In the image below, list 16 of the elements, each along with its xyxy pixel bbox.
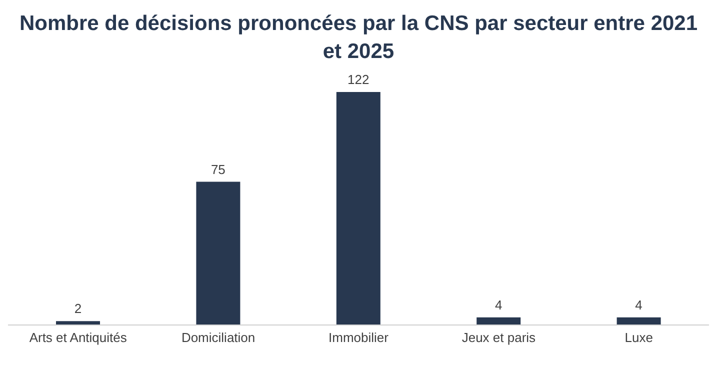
bar: [56, 321, 100, 325]
data-label: 2: [74, 301, 82, 316]
data-label: 122: [348, 72, 370, 87]
data-label: 75: [210, 162, 226, 177]
bar: [476, 317, 521, 325]
data-label: 4: [635, 297, 642, 312]
x-tick-label: Jeux et paris: [462, 330, 536, 346]
bar: [336, 92, 380, 325]
bar: [196, 182, 240, 325]
x-tick-label: Immobilier: [328, 330, 390, 346]
x-tick-label: Luxe: [624, 330, 653, 346]
x-tick-label: Domiciliation: [181, 330, 256, 346]
chart-title: Nombre de décisions prononcées par la CNS par secteur entre 2021 et 2025: [18, 11, 699, 65]
data-label: 4: [494, 297, 502, 312]
bar: [616, 317, 661, 325]
x-tick-label: Arts et Antiquités: [29, 330, 128, 346]
